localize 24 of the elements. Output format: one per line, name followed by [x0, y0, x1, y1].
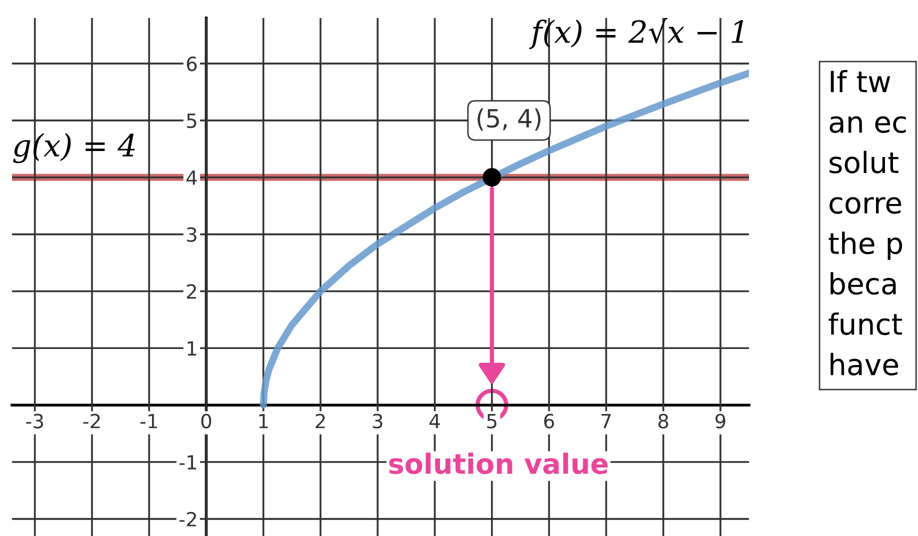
- y-tick-label: 4: [186, 170, 197, 185]
- y-tick-label: -2: [179, 512, 196, 526]
- x-tick-label: 5: [487, 414, 496, 428]
- x-tick-label: 3: [372, 414, 382, 428]
- y-tick-label: 6: [186, 56, 197, 72]
- data-label: (5, 4): [478, 108, 541, 131]
- y-tick-label: 3: [187, 227, 196, 242]
- annotation: solution value: [389, 452, 608, 474]
- y-tick-label: 2: [186, 284, 196, 299]
- text: If tw an ec solut corre the p beca funct have: [828, 70, 906, 376]
- x-tick-label: 8: [658, 414, 668, 428]
- x-tick-label: 9: [715, 414, 726, 428]
- x-tick-label: -2: [83, 414, 100, 428]
- y-tick-label: -1: [179, 455, 196, 470]
- x-tick-label: 6: [544, 414, 554, 428]
- y-tick-label: 1: [188, 341, 196, 356]
- x-tick-label: 1: [259, 414, 268, 428]
- x-tick-label: -3: [26, 414, 43, 428]
- y-tick-label: 5: [187, 114, 196, 128]
- x-tick-label: -1: [140, 414, 158, 428]
- x-tick-label: 4: [430, 414, 440, 428]
- x-tick-label: 2: [316, 414, 325, 428]
- x-tick-label: 7: [602, 414, 611, 428]
- x-tick-label: 0: [201, 414, 212, 428]
